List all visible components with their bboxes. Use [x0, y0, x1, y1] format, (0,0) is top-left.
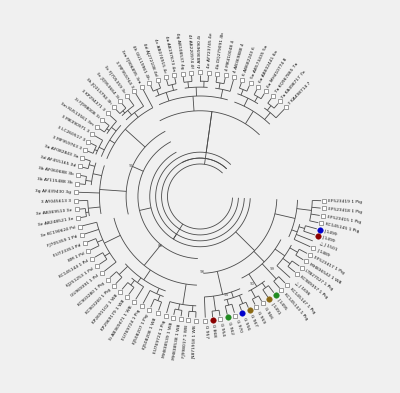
Text: 3 MF959764 3: 3 MF959764 3 — [114, 60, 134, 88]
Text: EF523417 1 Pig: EF523417 1 Pig — [313, 255, 344, 275]
Text: 4h GU119961 4h: 4h GU119961 4h — [131, 45, 150, 80]
Text: 7a KQ967865 7a: 7a KQ967865 7a — [274, 62, 298, 94]
Text: 4 MK410048 4: 4 MK410048 4 — [225, 40, 235, 71]
Text: 4d AJ272108 4d: 4d AJ272108 4d — [142, 42, 158, 76]
Text: 7 KA498714 7: 7 KA498714 7 — [288, 81, 312, 105]
Text: 3ra FJ906895 3ra: 3ra FJ906895 3ra — [120, 49, 141, 84]
Text: 3 LC260517 3: 3 LC260517 3 — [56, 125, 85, 142]
Text: G 970: G 970 — [235, 319, 242, 333]
Text: J 1491: J 1491 — [270, 302, 281, 316]
Text: 3e AB369513 3e: 3e AB369513 3e — [36, 208, 72, 216]
Text: 94: 94 — [224, 293, 229, 297]
Text: 3 KP294371 3: 3 KP294371 3 — [81, 89, 106, 112]
Text: KJ508207 1 Pig: KJ508207 1 Pig — [132, 313, 150, 345]
Text: FJ705359 1 Pd: FJ705359 1 Pd — [47, 234, 78, 248]
Text: KP2691102 1 WB: KP2691102 1 WB — [92, 294, 119, 325]
Text: KJ508208 1 WB: KJ508208 1 WB — [143, 317, 158, 349]
Text: 4g AB108537 4g: 4g AB108537 4g — [175, 33, 184, 70]
Text: 4e AY723745 4e: 4e AY723745 4e — [207, 33, 214, 68]
Text: G 956: G 956 — [242, 317, 250, 331]
Text: 3c JQ953664 3i: 3c JQ953664 3i — [94, 71, 119, 99]
Text: MH838539 1 WB: MH838539 1 WB — [162, 321, 174, 358]
Text: 3b AF060688 3b: 3b AF060688 3b — [38, 166, 74, 176]
Text: 4c AB074915 4c: 4c AB074915 4c — [153, 38, 166, 73]
Text: 4 AB369888 4: 4 AB369888 4 — [234, 43, 246, 73]
Text: 5a AB573435 5a: 5a AB573435 5a — [250, 45, 269, 80]
Text: G 967: G 967 — [250, 314, 258, 327]
Text: G 962: G 962 — [227, 321, 234, 335]
Text: J 1495: J 1495 — [277, 298, 288, 310]
Text: KP2969179 1 WB: KP2969179 1 WB — [101, 299, 126, 332]
Text: J 1499: J 1499 — [323, 229, 338, 237]
Text: KC903280 1 Pig: KC903280 1 Pig — [78, 281, 106, 307]
Text: J 1499: J 1499 — [321, 235, 336, 244]
Text: G 954: G 954 — [219, 323, 225, 337]
Text: G 868: G 868 — [212, 324, 217, 338]
Text: G 959: G 959 — [256, 310, 266, 324]
Text: 4i AB369690 4i: 4i AB369690 4i — [198, 35, 202, 68]
Text: EF523418 1 Pig: EF523418 1 Pig — [328, 207, 362, 214]
Text: 3 AY045613 3: 3 AY045613 3 — [41, 199, 72, 204]
Text: G 957: G 957 — [204, 325, 208, 338]
Text: KC989357 1 Pig: KC989357 1 Pig — [299, 275, 329, 299]
Text: 6 AB682243 6: 6 AB682243 6 — [242, 46, 256, 76]
Text: 4b DQ279091 4b: 4b DQ279091 4b — [216, 32, 225, 70]
Text: FJ998017 1 WB: FJ998017 1 WB — [182, 324, 190, 358]
Text: 3e KC190624 Pd: 3e KC190624 Pd — [40, 226, 76, 238]
Text: 88: 88 — [158, 244, 162, 248]
Text: 3m KU513561 3m: 3m KU513561 3m — [60, 101, 94, 126]
Text: 90: 90 — [250, 282, 255, 286]
Text: EF523419 1 Pig: EF523419 1 Pig — [328, 199, 362, 204]
Text: 3i FJ998008 3i: 3i FJ998008 3i — [73, 97, 100, 119]
Text: EU769724 1 Pig: EU769724 1 Pig — [122, 309, 141, 342]
Text: 3c FJ705359 3c: 3c FJ705359 3c — [103, 64, 126, 94]
Text: 3d AF455165 3d: 3d AF455165 3d — [40, 155, 76, 167]
Text: 3a AF082843 3a: 3a AF082843 3a — [43, 144, 78, 159]
Text: 3 MK390971 3: 3 MK390971 3 — [60, 115, 90, 134]
Text: 96: 96 — [129, 164, 134, 168]
Text: △ J 1696: △ J 1696 — [294, 281, 310, 296]
Text: MH838538 1 WB: MH838538 1 WB — [172, 323, 182, 360]
Text: 4a AB197673 4a: 4a AB197673 4a — [164, 35, 175, 71]
Text: 3b AY115488 3b: 3b AY115488 3b — [36, 177, 72, 185]
Text: 3e AB248521 3e: 3e AB248521 3e — [37, 217, 74, 227]
Text: KC145147 1 Pig: KC145147 1 Pig — [289, 287, 316, 314]
Text: 3g AF439430 3g: 3g AF439430 3g — [36, 189, 72, 194]
Text: 6a AB602441 6a: 6a AB602441 6a — [259, 50, 279, 84]
Text: BM 1 Pd: BM 1 Pd — [68, 251, 85, 263]
Text: LTB27027 1 Pig: LTB27027 1 Pig — [304, 269, 334, 291]
Text: GU969391 1 Pd: GU969391 1 Pd — [71, 274, 100, 298]
Text: JN871918 1 WB: JN871918 1 WB — [192, 325, 198, 359]
Text: KC145133 1 Pig: KC145133 1 Pig — [283, 292, 308, 321]
Text: MH836542 1 WB: MH836542 1 WB — [309, 262, 342, 285]
Text: 3i AB369471 1 WB: 3i AB369471 1 WB — [108, 305, 134, 341]
Text: KC145145 1 Pig: KC145145 1 Pig — [325, 222, 360, 234]
Text: 7a KA498717 7a: 7a KA498717 7a — [281, 70, 307, 99]
Text: △ J 1501: △ J 1501 — [319, 242, 338, 252]
Text: 98: 98 — [200, 270, 205, 274]
Text: EU723351 Pd: EU723351 Pd — [53, 243, 82, 257]
Text: 99: 99 — [270, 266, 275, 271]
Text: 4f AB220974 4f: 4f AB220974 4f — [187, 34, 193, 68]
Text: 3h JQ013794 3h: 3h JQ013794 3h — [85, 77, 112, 105]
Text: KC145144 1 Pd: KC145144 1 Pd — [59, 259, 90, 279]
Text: 6a MH410774 8: 6a MH410774 8 — [266, 57, 288, 88]
Text: G 966: G 966 — [264, 306, 274, 320]
Text: EF523415 1 Pig: EF523415 1 Pig — [327, 215, 361, 224]
Text: J 1489: J 1489 — [316, 248, 330, 257]
Text: EU769724 1 Pig: EU769724 1 Pig — [153, 320, 166, 354]
Text: KC903260 1 Pig: KC903260 1 Pig — [86, 288, 112, 315]
Text: 3 MF959763 3: 3 MF959763 3 — [51, 135, 82, 150]
Text: KJ251253 1 Pd: KJ251253 1 Pd — [66, 267, 94, 288]
